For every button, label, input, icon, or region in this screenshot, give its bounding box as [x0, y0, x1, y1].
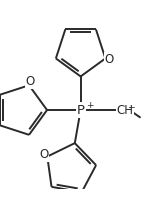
Text: P: P [77, 104, 85, 117]
Text: −: − [127, 102, 135, 111]
Text: +: + [86, 101, 94, 110]
Text: CH: CH [117, 104, 134, 117]
Text: O: O [39, 148, 49, 161]
Text: O: O [26, 75, 35, 88]
Text: O: O [104, 53, 114, 66]
